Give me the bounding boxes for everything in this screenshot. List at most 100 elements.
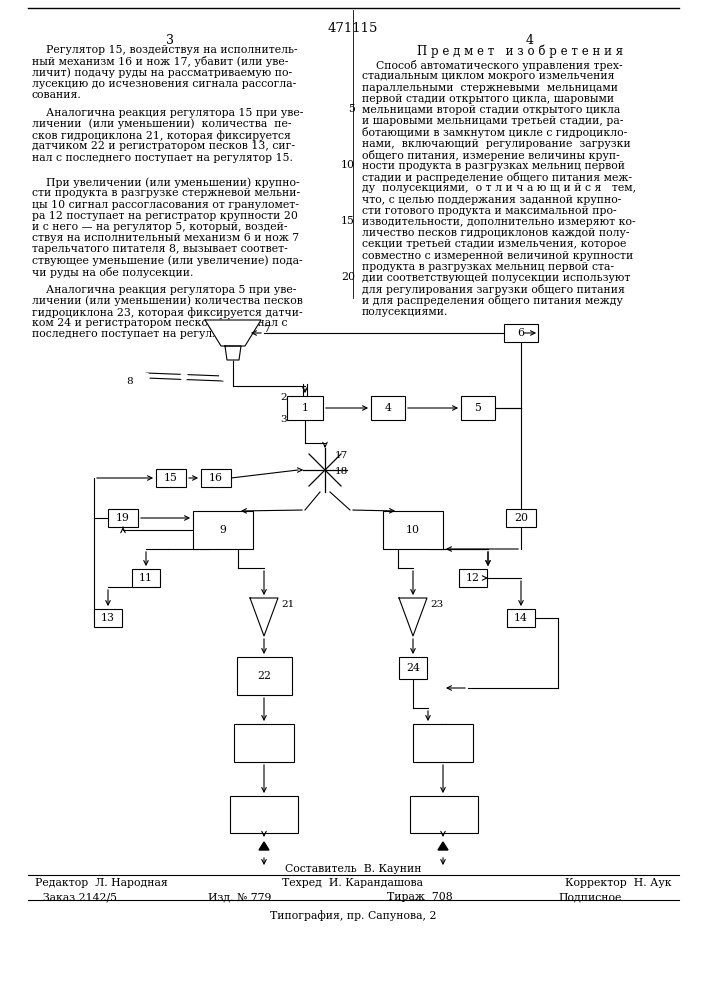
Text: личит) подачу руды на рассматриваемую по-: личит) подачу руды на рассматриваемую по… bbox=[32, 67, 292, 78]
Text: тарельчатого питателя 8, вызывает соответ-: тарельчатого питателя 8, вызывает соотве… bbox=[32, 244, 288, 254]
Bar bbox=[507, 609, 535, 627]
Text: что, с целью поддержания заданной крупно-: что, с целью поддержания заданной крупно… bbox=[362, 195, 621, 205]
Text: дии соответствующей полусекции используют: дии соответствующей полусекции использую… bbox=[362, 273, 631, 283]
Text: сков гидроциклона 21, которая фиксируется: сков гидроциклона 21, которая фиксируетс… bbox=[32, 130, 291, 141]
Text: личении (или уменьшении) количества песков: личении (или уменьшении) количества песк… bbox=[32, 296, 303, 306]
Text: нал с последнего поступает на регулятор 15.: нал с последнего поступает на регулятор … bbox=[32, 153, 293, 163]
Bar bbox=[156, 469, 186, 487]
Text: 13: 13 bbox=[101, 613, 115, 623]
Text: 2: 2 bbox=[280, 392, 286, 401]
Text: 7: 7 bbox=[263, 326, 269, 334]
Text: Техред  И. Карандашова: Техред И. Карандашова bbox=[283, 878, 423, 888]
Text: ности продукта в разгрузках мельниц первой: ности продукта в разгрузках мельниц перв… bbox=[362, 161, 625, 171]
Text: Аналогична реакция регулятора 15 при уве-: Аналогична реакция регулятора 15 при уве… bbox=[32, 108, 303, 118]
Polygon shape bbox=[205, 320, 261, 346]
Polygon shape bbox=[250, 598, 278, 636]
Polygon shape bbox=[225, 346, 241, 360]
Bar bbox=[410, 796, 478, 833]
Text: 21: 21 bbox=[281, 600, 294, 609]
Text: параллельными  стержневыми  мельницами: параллельными стержневыми мельницами bbox=[362, 83, 618, 93]
Text: П р е д м е т   и з о б р е т е н и я: П р е д м е т и з о б р е т е н и я bbox=[417, 45, 623, 58]
Text: продукта в разгрузках мельниц первой ста-: продукта в разгрузках мельниц первой ста… bbox=[362, 262, 614, 272]
Text: 11: 11 bbox=[139, 573, 153, 583]
Text: ду  полусекциями,  о т л и ч а ю щ и й с я   тем,: ду полусекциями, о т л и ч а ю щ и й с я… bbox=[362, 183, 636, 193]
Text: 471115: 471115 bbox=[328, 22, 378, 35]
Circle shape bbox=[219, 373, 226, 380]
Text: ра 12 поступает на регистратор крупности 20: ра 12 поступает на регистратор крупности… bbox=[32, 211, 298, 221]
Text: 24: 24 bbox=[406, 663, 420, 673]
Bar bbox=[132, 569, 160, 587]
Text: 1: 1 bbox=[301, 403, 308, 413]
Text: 17: 17 bbox=[335, 452, 349, 460]
Bar bbox=[108, 509, 138, 527]
Text: сования.: сования. bbox=[32, 90, 82, 100]
Text: 19: 19 bbox=[116, 513, 130, 523]
Text: 18: 18 bbox=[335, 468, 349, 477]
Text: 5: 5 bbox=[474, 403, 481, 413]
Text: мельницами второй стадии открытого цикла: мельницами второй стадии открытого цикла bbox=[362, 105, 620, 115]
Bar bbox=[461, 396, 495, 420]
Text: 4: 4 bbox=[385, 403, 392, 413]
Text: Подписное: Подписное bbox=[559, 892, 621, 902]
Text: изводительности, дополнительно измеряют ко-: изводительности, дополнительно измеряют … bbox=[362, 217, 636, 227]
Bar bbox=[201, 469, 231, 487]
Text: полусекциями.: полусекциями. bbox=[362, 307, 448, 317]
Text: 14: 14 bbox=[514, 613, 528, 623]
Text: 3: 3 bbox=[280, 414, 286, 424]
Bar bbox=[287, 396, 323, 420]
Text: цы 10 сигнал рассогласования от грануломет-: цы 10 сигнал рассогласования от гранулом… bbox=[32, 200, 299, 210]
Text: Составитель  В. Каунин: Составитель В. Каунин bbox=[285, 864, 421, 874]
Text: 10: 10 bbox=[406, 525, 420, 535]
Text: ствующее уменьшение (или увеличение) пода-: ствующее уменьшение (или увеличение) под… bbox=[32, 256, 303, 266]
Text: 5: 5 bbox=[348, 104, 355, 114]
Circle shape bbox=[143, 373, 149, 380]
Polygon shape bbox=[438, 842, 448, 850]
Text: 20: 20 bbox=[514, 513, 528, 523]
Text: Заказ 2142/5: Заказ 2142/5 bbox=[43, 892, 117, 902]
Text: 15: 15 bbox=[164, 473, 178, 483]
Circle shape bbox=[434, 837, 452, 855]
Text: стадиальным циклом мокрого измельчения: стадиальным циклом мокрого измельчения bbox=[362, 71, 614, 81]
Text: 4: 4 bbox=[526, 34, 534, 47]
Text: 6: 6 bbox=[518, 328, 525, 338]
Text: 8: 8 bbox=[127, 376, 133, 385]
Circle shape bbox=[255, 837, 273, 855]
Text: ботающими в замкнутом цикле с гидроцикло-: ботающими в замкнутом цикле с гидроцикло… bbox=[362, 127, 627, 138]
Text: Аналогична реакция регулятора 5 при уве-: Аналогична реакция регулятора 5 при уве- bbox=[32, 285, 296, 295]
Text: 12: 12 bbox=[466, 573, 480, 583]
Text: Типография, пр. Сапунова, 2: Типография, пр. Сапунова, 2 bbox=[270, 910, 436, 921]
Text: ком 24 и регистратором песков 14, сигнал с: ком 24 и регистратором песков 14, сигнал… bbox=[32, 318, 288, 328]
Text: ный механизм 16 и нож 17, убавит (или уве-: ный механизм 16 и нож 17, убавит (или ув… bbox=[32, 56, 288, 67]
Bar bbox=[371, 396, 405, 420]
Text: последнего поступает на регулятор 5.: последнего поступает на регулятор 5. bbox=[32, 329, 252, 339]
Text: 22: 22 bbox=[257, 671, 271, 681]
Text: Способ автоматического управления трех-: Способ автоматического управления трех- bbox=[362, 60, 623, 71]
Text: 10: 10 bbox=[341, 160, 355, 170]
Text: Корректор  Н. Аук: Корректор Н. Аук bbox=[566, 878, 672, 888]
Text: гидроциклона 23, которая фиксируется датчи-: гидроциклона 23, которая фиксируется дат… bbox=[32, 307, 303, 318]
Text: личество песков гидроциклонов каждой полу-: личество песков гидроциклонов каждой пол… bbox=[362, 228, 629, 238]
Text: и для распределения общего питания между: и для распределения общего питания между bbox=[362, 295, 623, 306]
Bar bbox=[237, 657, 291, 695]
Bar bbox=[234, 724, 294, 762]
Circle shape bbox=[180, 373, 187, 380]
Bar bbox=[413, 724, 473, 762]
Text: общего питания, измерение величины круп-: общего питания, измерение величины круп- bbox=[362, 150, 620, 161]
Bar bbox=[230, 796, 298, 833]
Text: совместно с измеренной величиной крупности: совместно с измеренной величиной крупнос… bbox=[362, 251, 633, 261]
Text: для регулирования загрузки общего питания: для регулирования загрузки общего питани… bbox=[362, 284, 625, 295]
Text: 16: 16 bbox=[209, 473, 223, 483]
Bar bbox=[94, 609, 122, 627]
Text: секции третьей стадии измельчения, которое: секции третьей стадии измельчения, котор… bbox=[362, 239, 626, 249]
Text: 23: 23 bbox=[430, 600, 443, 609]
Bar bbox=[383, 511, 443, 549]
Text: стадии и распределение общего питания меж-: стадии и распределение общего питания ме… bbox=[362, 172, 632, 183]
Text: нами,  включающий  регулирование  загрузки: нами, включающий регулирование загрузки bbox=[362, 139, 631, 149]
Polygon shape bbox=[399, 598, 427, 636]
Bar bbox=[504, 324, 538, 342]
Text: и шаровыми мельницами третьей стадии, ра-: и шаровыми мельницами третьей стадии, ра… bbox=[362, 116, 624, 126]
Bar bbox=[506, 509, 536, 527]
Text: При увеличении (или уменьшении) крупно-: При увеличении (или уменьшении) крупно- bbox=[32, 177, 300, 188]
Text: датчиком 22 и регистратором песков 13, сиг-: датчиком 22 и регистратором песков 13, с… bbox=[32, 141, 295, 151]
Text: 9: 9 bbox=[220, 525, 226, 535]
